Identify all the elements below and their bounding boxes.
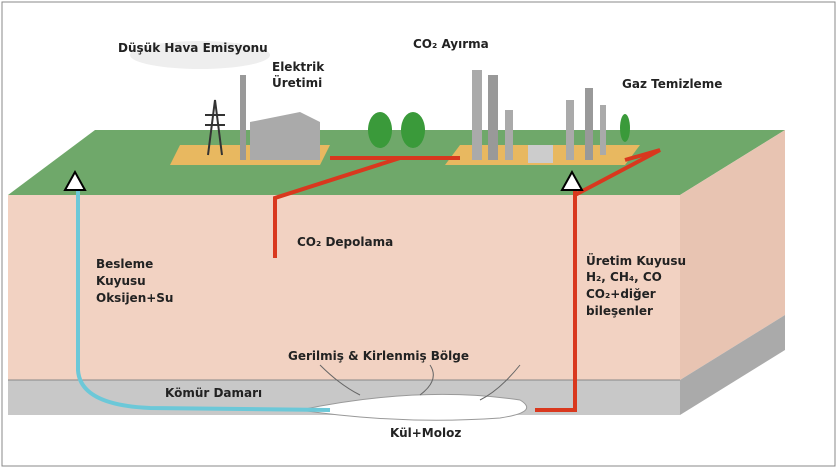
tower [505, 110, 513, 160]
tree [620, 114, 630, 142]
ground-surface [8, 130, 785, 195]
tower [472, 70, 482, 160]
tree [401, 112, 425, 148]
tower [585, 88, 593, 160]
label: Kömür Damarı [165, 386, 262, 400]
label: Gaz Temizleme [622, 77, 722, 91]
label: Üretimi [272, 75, 322, 90]
label: bileşenler [586, 304, 653, 318]
label: Oksijen+Su [96, 291, 173, 305]
label: Elektrik [272, 60, 325, 74]
label: Kül+Moloz [390, 426, 461, 440]
label: Gerilmiş & Kirlenmiş Bölge [288, 349, 469, 363]
tree [368, 112, 392, 148]
tower [488, 75, 498, 160]
label: Üretim Kuyusu [586, 253, 686, 268]
label: H₂, CH₄, CO [586, 270, 662, 284]
label: CO₂ Ayırma [413, 37, 489, 51]
diagram: Düşük Hava Emisyonu Elektrik Üretimi CO₂… [0, 0, 837, 468]
tank [528, 145, 553, 163]
tower [566, 100, 574, 160]
label: CO₂ Depolama [297, 235, 393, 249]
label: CO₂+diğer [586, 287, 656, 301]
label: Besleme [96, 257, 153, 271]
stack [240, 75, 246, 160]
label: Düşük Hava Emisyonu [118, 41, 268, 55]
tower [600, 105, 606, 155]
label: Kuyusu [96, 274, 146, 288]
